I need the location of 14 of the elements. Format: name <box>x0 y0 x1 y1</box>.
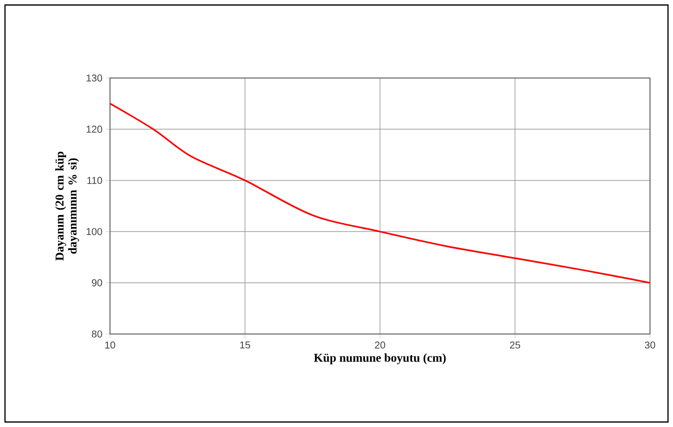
line-series <box>110 102 650 284</box>
y-tick-label: 90 <box>92 279 102 286</box>
x-tick-label: 20 <box>374 342 386 349</box>
y-tick-label: 120 <box>86 126 102 133</box>
x-tick-label: 25 <box>510 342 520 349</box>
x-tick-label: 15 <box>240 342 250 348</box>
y-axis-title: Dayanım (20 cm küp dayanımının % si) <box>55 152 80 261</box>
x-axis-title: Küp numune boyutu (cm) <box>314 353 446 364</box>
y-tick-label: 130 <box>86 74 102 82</box>
x-tick-label: 30 <box>644 342 656 349</box>
x-tick-label: 10 <box>105 342 116 349</box>
y-tick-label: 110 <box>87 176 102 184</box>
y-tick-label: 100 <box>86 228 102 236</box>
y-tick-label: 80 <box>92 330 102 338</box>
